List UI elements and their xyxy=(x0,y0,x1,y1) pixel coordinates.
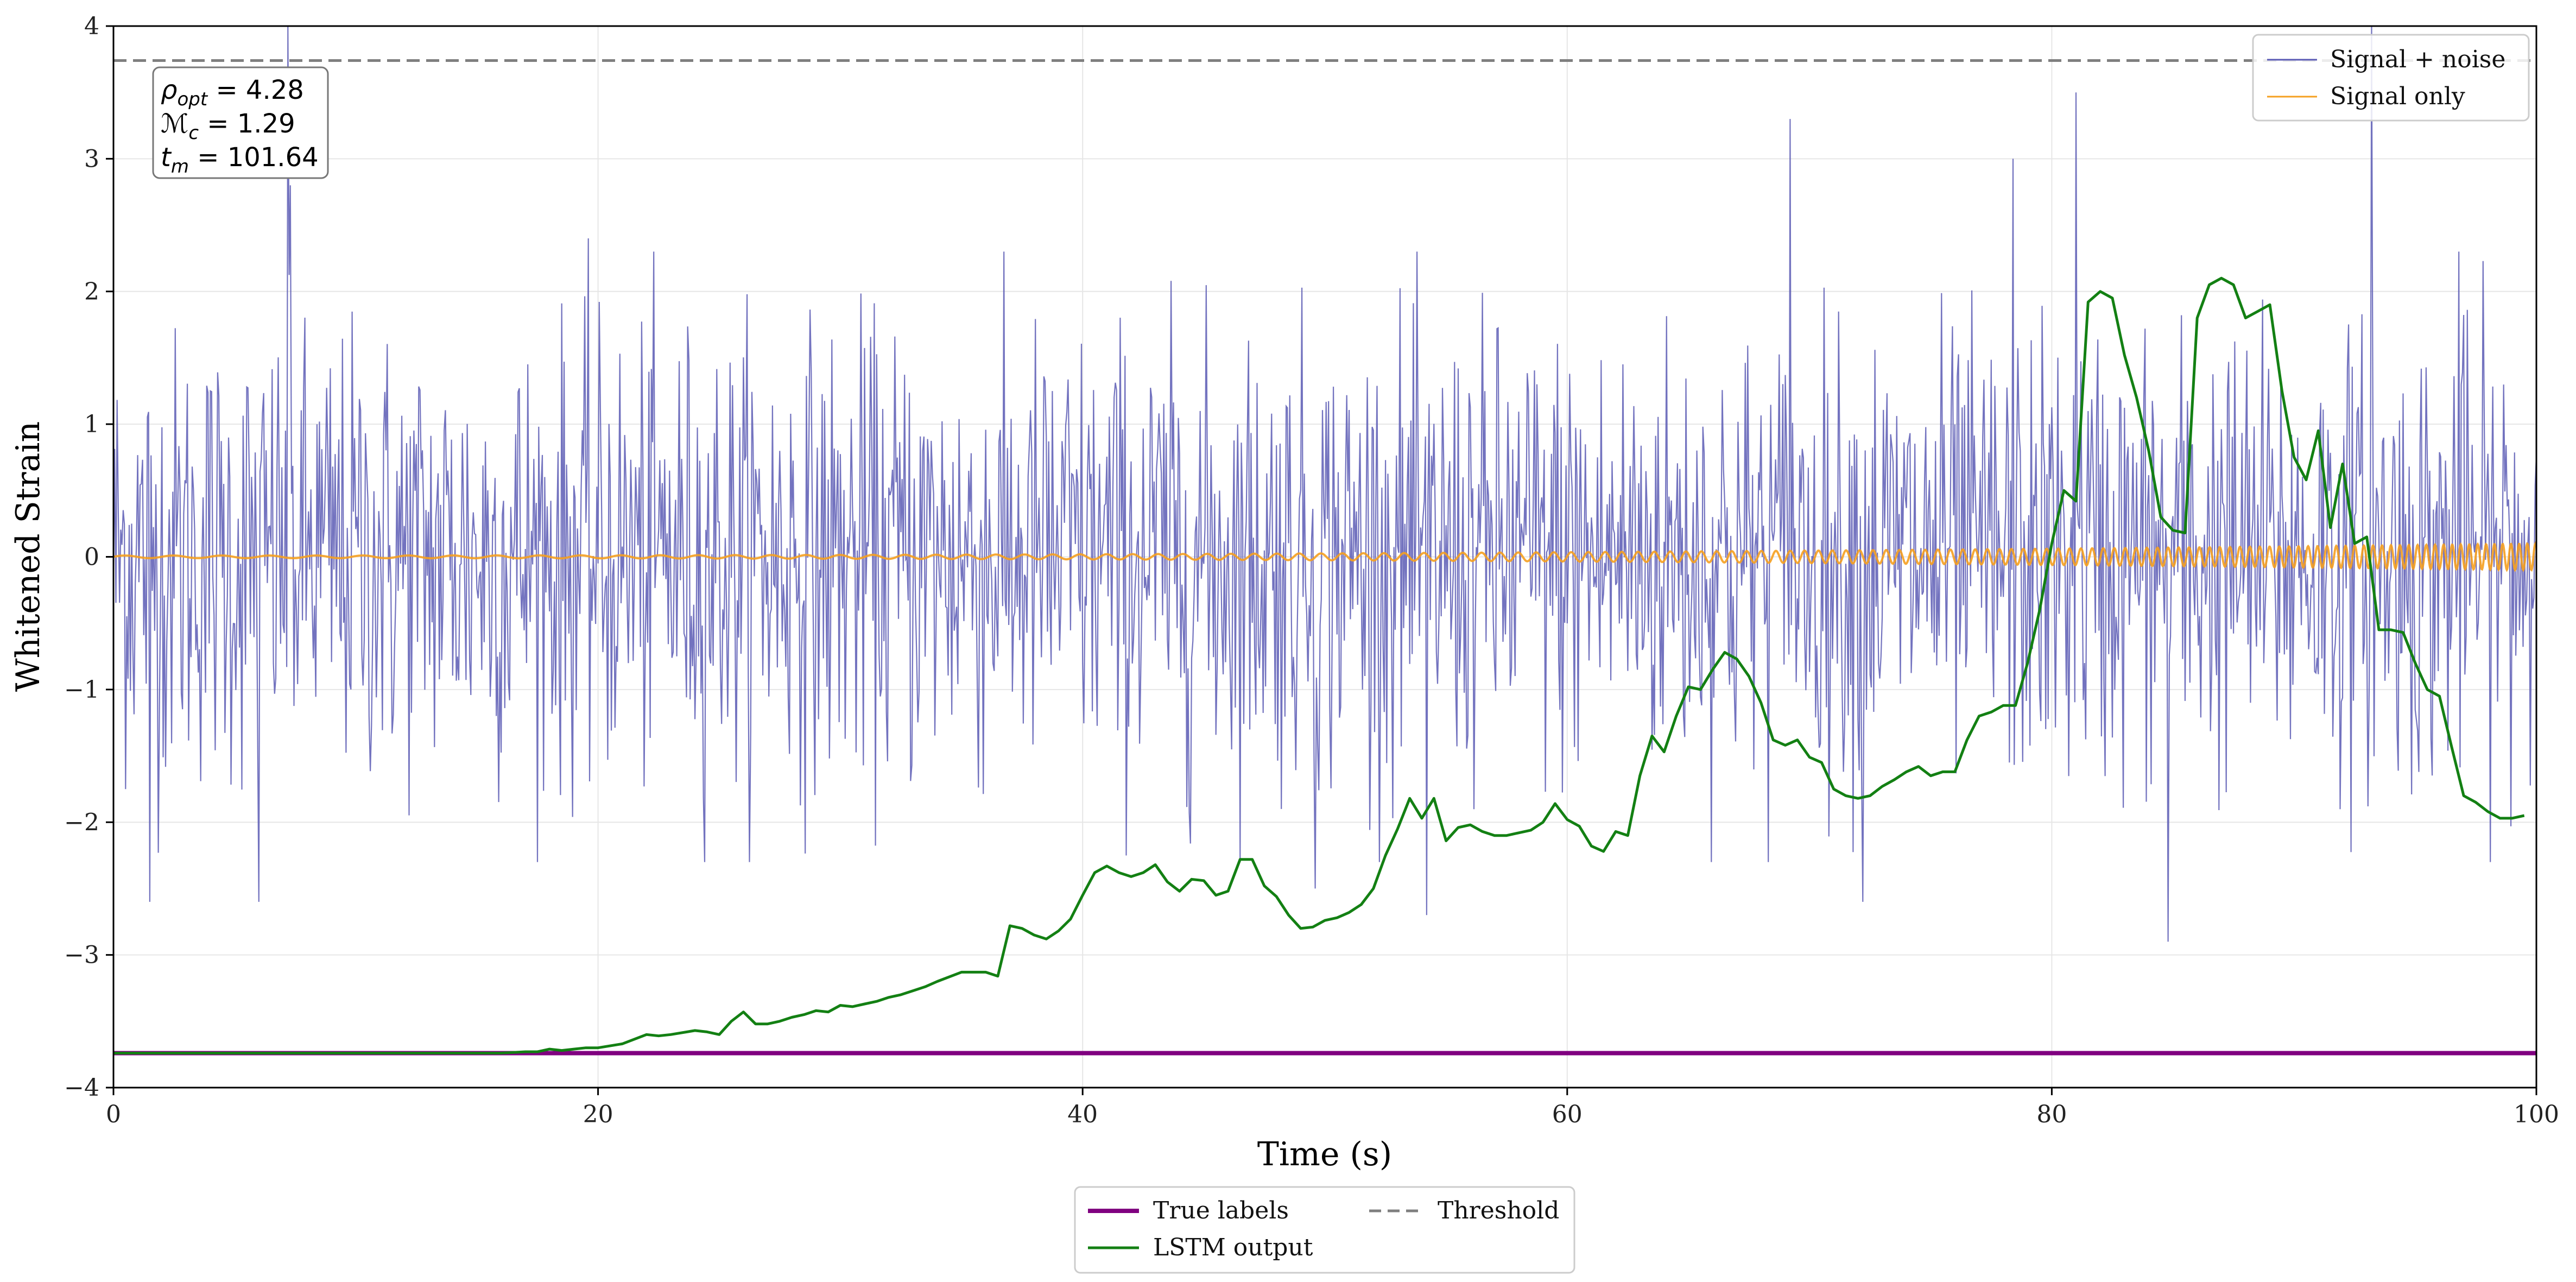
legend-label-threshold: Threshold xyxy=(1438,1197,1559,1224)
x-tick-label: 60 xyxy=(1552,1101,1583,1128)
y-tick-label: −2 xyxy=(64,809,99,836)
y-tick-label: 2 xyxy=(84,278,99,306)
x-tick-label: 40 xyxy=(1067,1101,1098,1128)
series-lstm-output-line xyxy=(113,276,2525,1054)
legend-label-signal-only: Signal only xyxy=(2330,83,2465,110)
series-signal-only-line xyxy=(113,541,2536,572)
y-tick-label: −1 xyxy=(64,676,99,704)
y-tick-label: 3 xyxy=(84,145,99,173)
legend-upper: Signal + noise Signal only xyxy=(2252,34,2530,122)
legend-upper-frame xyxy=(2252,34,2530,122)
x-tick-label: 20 xyxy=(583,1101,613,1128)
y-tick-label: −3 xyxy=(64,942,99,969)
y-tick-label: −4 xyxy=(64,1074,99,1102)
x-tick-label: 80 xyxy=(2036,1101,2067,1128)
legend-lower: True labels LSTM output Threshold xyxy=(1074,1186,1575,1274)
y-tick-label: 0 xyxy=(84,544,99,571)
legend-lower-frame xyxy=(1074,1186,1575,1274)
x-tick-label: 100 xyxy=(2514,1101,2559,1128)
legend-label-true-labels: True labels xyxy=(1153,1197,1289,1224)
x-tick-label: 0 xyxy=(106,1101,121,1128)
annotation-rho: ρopt = 4.28 xyxy=(161,75,304,110)
x-axis-ticks: 0 20 40 60 80 100 xyxy=(106,1088,2559,1128)
annotation-frame xyxy=(152,66,329,179)
x-axis-label: Time (s) xyxy=(1257,1135,1392,1173)
y-axis-ticks: −4 −3 −2 −1 0 1 2 3 4 xyxy=(64,12,113,1102)
y-tick-label: 4 xyxy=(84,12,99,40)
annotation-box: ρopt = 4.28 ℳc = 1.29 tm = 101.64 xyxy=(152,66,329,179)
legend-label-signal-noise: Signal + noise xyxy=(2330,46,2505,73)
y-axis-label: Whitened Strain xyxy=(9,421,47,692)
series-signal-noise-line xyxy=(113,26,2536,942)
legend-label-lstm-output: LSTM output xyxy=(1153,1234,1313,1261)
y-tick-label: 1 xyxy=(84,411,99,438)
annotation-chirp-mass: ℳc = 1.29 xyxy=(161,109,295,144)
annotation-merger-time: tm = 101.64 xyxy=(161,142,319,178)
